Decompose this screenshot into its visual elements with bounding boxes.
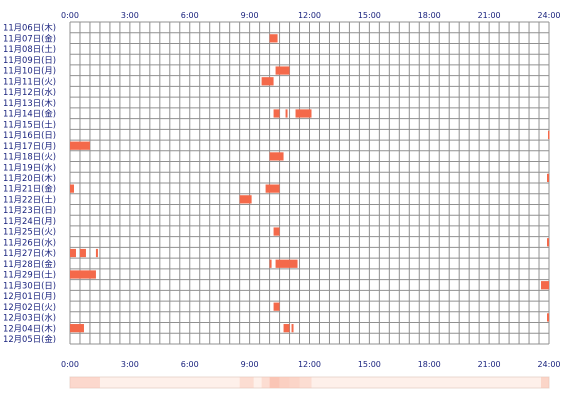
row-label: 11月15日(土) bbox=[3, 119, 56, 129]
activity-block bbox=[285, 109, 288, 118]
row-label: 11月27日(木) bbox=[3, 248, 56, 258]
activity-block bbox=[79, 248, 86, 258]
row-label: 11月21日(金) bbox=[3, 184, 56, 194]
row-label: 11月14日(金) bbox=[3, 109, 56, 119]
row-label: 11月26日(水) bbox=[3, 237, 56, 247]
x-tick-label-bottom: 15:00 bbox=[358, 360, 381, 369]
summary-strip-segment bbox=[239, 377, 254, 388]
summary-strip-segment bbox=[311, 377, 542, 388]
x-tick-label-bottom: 0:00 bbox=[61, 360, 79, 369]
x-tick-label-bottom: 9:00 bbox=[241, 360, 259, 369]
row-label: 11月22日(土) bbox=[3, 194, 56, 204]
activity-block bbox=[291, 324, 294, 333]
row-label: 11月06日(木) bbox=[3, 23, 56, 33]
x-tick-label-top: 12:00 bbox=[298, 11, 321, 20]
x-tick-label-top: 9:00 bbox=[241, 11, 259, 20]
activity-block bbox=[261, 77, 274, 86]
row-label: 11月24日(月) bbox=[3, 216, 56, 226]
x-tick-label-bottom: 12:00 bbox=[298, 360, 321, 369]
row-label: 11月30日(日) bbox=[3, 280, 56, 290]
row-label: 11月11日(火) bbox=[3, 76, 56, 86]
summary-strip-segment bbox=[261, 377, 270, 388]
row-label: 11月19日(水) bbox=[3, 162, 56, 172]
activity-block bbox=[541, 281, 549, 290]
row-label: 11月23日(日) bbox=[3, 205, 56, 215]
activity-block bbox=[273, 302, 280, 311]
row-label: 12月05日(金) bbox=[3, 334, 56, 344]
row-label: 11月29日(土) bbox=[3, 270, 56, 280]
row-label: 12月02日(火) bbox=[3, 302, 56, 312]
activity-block bbox=[95, 248, 98, 258]
row-label: 11月13日(木) bbox=[3, 98, 56, 108]
activity-block bbox=[70, 248, 76, 258]
row-label: 11月28日(金) bbox=[3, 259, 56, 269]
x-tick-label-top: 6:00 bbox=[181, 11, 199, 20]
row-label: 12月04日(木) bbox=[3, 323, 56, 333]
x-tick-label-top: 24:00 bbox=[537, 11, 560, 20]
activity-block bbox=[548, 130, 550, 140]
x-tick-label-bottom: 18:00 bbox=[418, 360, 441, 369]
summary-strip-segment bbox=[70, 377, 100, 388]
activity-block bbox=[275, 259, 290, 268]
x-tick-label-bottom: 21:00 bbox=[478, 360, 501, 369]
summary-strip-segment bbox=[299, 377, 312, 388]
row-label: 11月17日(月) bbox=[3, 141, 56, 151]
row-label: 11月16日(日) bbox=[3, 130, 56, 140]
row-label: 12月03日(水) bbox=[3, 313, 56, 323]
row-label: 11月18日(火) bbox=[3, 152, 56, 162]
row-label: 11月20日(木) bbox=[3, 173, 56, 183]
activity-block bbox=[70, 324, 84, 333]
activity-block bbox=[265, 184, 280, 193]
summary-strip-segment bbox=[253, 377, 262, 388]
activity-block bbox=[547, 173, 549, 182]
x-tick-label-bottom: 24:00 bbox=[537, 360, 560, 369]
row-label: 11月12日(水) bbox=[3, 87, 56, 97]
x-tick-label-top: 0:00 bbox=[61, 11, 79, 20]
activity-block bbox=[289, 259, 298, 268]
activity-block bbox=[70, 141, 90, 150]
activity-block bbox=[269, 152, 284, 161]
row-label: 12月01日(月) bbox=[3, 291, 56, 301]
x-tick-label-top: 21:00 bbox=[478, 11, 501, 20]
row-label: 11月25日(火) bbox=[3, 227, 56, 237]
activity-block bbox=[269, 34, 278, 43]
row-label: 11月08日(土) bbox=[3, 44, 56, 54]
x-tick-label-top: 3:00 bbox=[121, 11, 139, 20]
summary-strip-segment bbox=[541, 377, 549, 388]
activity-block bbox=[239, 195, 252, 204]
activity-block bbox=[295, 109, 312, 118]
x-tick-label-top: 15:00 bbox=[358, 11, 381, 20]
row-label: 11月07日(金) bbox=[3, 33, 56, 43]
summary-strip-segment bbox=[279, 377, 290, 388]
x-tick-label-bottom: 3:00 bbox=[121, 360, 139, 369]
activity-block bbox=[70, 184, 74, 193]
activity-block bbox=[273, 227, 280, 236]
activity-block bbox=[547, 238, 549, 247]
summary-strip-segment bbox=[99, 377, 240, 388]
row-label: 11月09日(日) bbox=[3, 55, 56, 65]
activity-block bbox=[547, 313, 549, 322]
summary-strip-segment bbox=[289, 377, 300, 388]
x-tick-label-top: 18:00 bbox=[418, 11, 441, 20]
summary-strip-segment bbox=[269, 377, 280, 388]
activity-block bbox=[275, 66, 290, 75]
activity-block bbox=[269, 259, 272, 268]
row-label: 11月10日(月) bbox=[3, 66, 56, 76]
activity-block bbox=[70, 270, 96, 279]
x-tick-label-bottom: 6:00 bbox=[181, 360, 199, 369]
activity-block bbox=[283, 324, 290, 333]
activity-block bbox=[273, 109, 280, 118]
